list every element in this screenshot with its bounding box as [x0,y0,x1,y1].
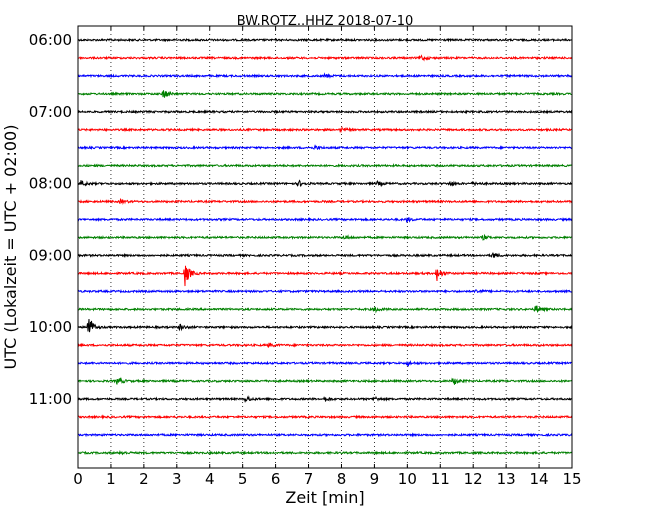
trace-1115 [77,432,573,438]
trace-0730 [77,163,573,169]
trace-0845 [77,252,573,259]
trace-0830 [77,233,573,241]
trace-1045 [77,395,573,404]
y-tick-label: 07:00 [29,103,72,121]
trace-0630 [77,90,573,98]
trace-0615 [77,72,573,79]
traces [77,37,573,456]
trace-0900 [77,265,573,287]
x-tick-label: 6 [271,470,281,488]
x-tick-label: 1 [106,470,116,488]
y-tick-label: 09:00 [29,246,72,264]
trace-0715 [77,144,573,151]
x-tick-label: 11 [431,470,450,488]
x-tick-label: 2 [139,470,149,488]
x-tick-label: 3 [172,470,182,488]
y-tick-label: 10:00 [29,318,72,336]
trace-0800 [77,197,573,205]
grid-lines [110,26,540,468]
trace-1100 [77,414,573,420]
x-tick-label: 4 [205,470,215,488]
trace-0930 [77,305,573,314]
x-tick-label: 14 [530,470,549,488]
x-axis: 0 1 2 3 4 5 6 7 8 9 10 11 12 13 14 15 [73,26,582,488]
trace-0600 [77,54,573,62]
x-tick-label: 7 [304,470,314,488]
x-tick-label: 5 [238,470,248,488]
x-tick-label: 13 [497,470,516,488]
trace-0815 [77,216,573,224]
y-tick-label: 08:00 [29,175,72,193]
trace-1000 [77,342,573,348]
y-axis-label: UTC (Lokalzeit = UTC + 02:00) [1,125,20,370]
x-tick-label: 10 [398,470,417,488]
y-axis: 06:00 07:00 08:00 09:00 10:00 11:00 [29,31,572,408]
trace-1130 [77,449,573,456]
trace-0545 [77,37,573,43]
trace-0945 [77,318,573,333]
trace-1015 [77,360,573,368]
chart-title: BW.ROTZ..HHZ 2018-07-10 [237,14,413,29]
trace-1030 [77,376,573,385]
trace-0700 [77,125,573,134]
x-tick-label: 12 [464,470,483,488]
y-tick-label: 11:00 [29,390,72,408]
trace-0745 [77,179,573,188]
x-tick-label: 9 [370,470,380,488]
x-tick-label: 15 [562,470,581,488]
x-tick-label: 0 [73,470,83,488]
trace-0915 [77,288,573,294]
x-axis-label: Zeit [min] [285,488,364,507]
x-tick-label: 8 [337,470,347,488]
trace-0645 [77,109,573,115]
plot-frame [77,25,573,469]
y-tick-label: 06:00 [29,31,72,49]
